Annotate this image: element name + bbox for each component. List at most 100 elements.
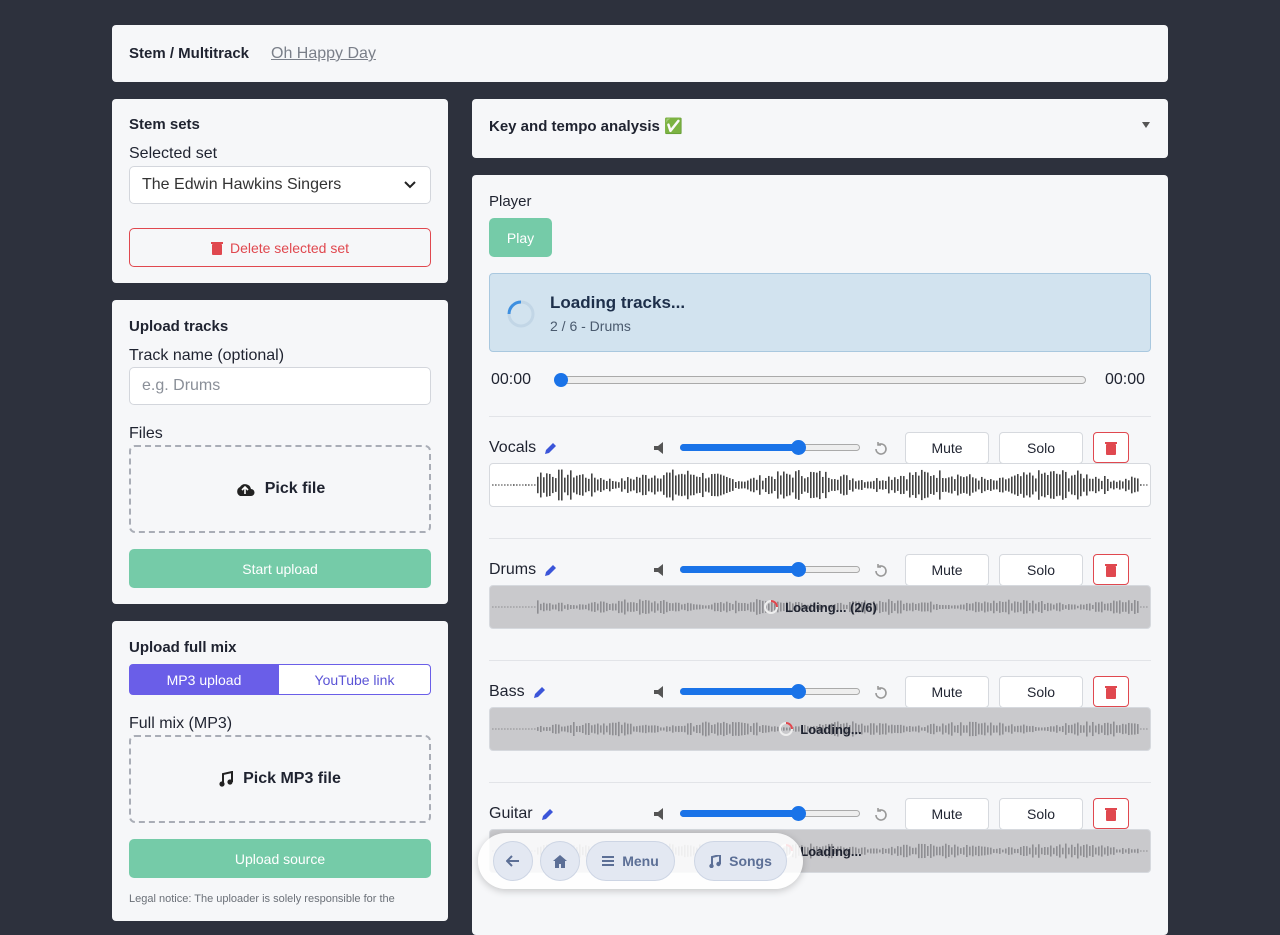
- wave-bar: [963, 847, 965, 855]
- solo-button[interactable]: Solo: [999, 798, 1083, 830]
- wave-bar: [618, 482, 620, 488]
- solo-button[interactable]: Solo: [999, 554, 1083, 586]
- seek-bar[interactable]: [556, 376, 1086, 384]
- wave-bar: [909, 725, 911, 733]
- reset-icon[interactable]: [873, 563, 889, 579]
- reset-icon[interactable]: [873, 441, 889, 457]
- volume-thumb[interactable]: [791, 562, 806, 577]
- wave-bar: [864, 600, 866, 614]
- wave-bar: [753, 477, 755, 493]
- tab-active[interactable]: MP3 upload: [129, 664, 279, 695]
- wave-bar: [987, 480, 989, 490]
- waveform[interactable]: Loading...: [489, 707, 1151, 751]
- edit-icon[interactable]: [544, 563, 558, 577]
- button-text: Solo: [1026, 440, 1056, 456]
- waveform[interactable]: Loading... (2/6): [489, 585, 1151, 629]
- mp3-drop[interactable]: Pick MP3 file: [129, 735, 431, 823]
- wave-bar: [567, 725, 569, 733]
- reset: [875, 808, 887, 821]
- reset-icon[interactable]: [873, 807, 889, 823]
- wave-bar: [717, 602, 719, 612]
- wave-bar: [690, 474, 692, 496]
- wave-bar: [807, 604, 809, 610]
- wave-bar: [981, 476, 983, 494]
- music-icon: [709, 854, 722, 868]
- menu-button[interactable]: Menu: [586, 841, 675, 881]
- label: Full mix (MP3): [129, 715, 233, 732]
- solo-button[interactable]: Solo: [999, 432, 1083, 464]
- set-select[interactable]: The Edwin Hawkins Singers: [129, 166, 431, 204]
- wave-bar: [825, 605, 827, 609]
- wave-bar: [552, 604, 554, 610]
- wave-bar: [957, 474, 959, 496]
- wave-bar: [546, 727, 548, 731]
- mute-button[interactable]: Mute: [905, 798, 989, 830]
- button-text: Delete selected set: [229, 239, 350, 256]
- wave-bar: [528, 484, 530, 486]
- delete-track-button[interactable]: [1093, 676, 1129, 707]
- back-button[interactable]: [493, 841, 533, 881]
- wave-bar: [1071, 844, 1073, 858]
- wave-bar: [849, 602, 851, 612]
- edit-icon[interactable]: [533, 685, 547, 699]
- start-upload-button[interactable]: Start upload: [129, 549, 431, 588]
- wave-bar: [999, 477, 1001, 493]
- edit-icon[interactable]: [544, 441, 558, 455]
- file-drop[interactable]: Pick file: [129, 445, 431, 533]
- volume-thumb[interactable]: [791, 806, 806, 821]
- wave-bar: [987, 725, 989, 733]
- wave-bar: [501, 728, 503, 730]
- wave-bar: [939, 604, 941, 610]
- wave-bar: [1008, 599, 1010, 615]
- reset: [875, 564, 887, 577]
- home-button[interactable]: [540, 841, 580, 881]
- wave-bar: [1095, 725, 1097, 733]
- waveform[interactable]: [489, 463, 1151, 507]
- wave-bar: [768, 475, 770, 495]
- track-name-input[interactable]: e.g. Drums: [129, 367, 431, 405]
- wave-bar: [867, 481, 869, 489]
- wave-bar: [1128, 848, 1130, 854]
- volume-thumb[interactable]: [791, 684, 806, 699]
- songs-button[interactable]: Songs: [694, 841, 787, 881]
- upload-tracks-card: Upload tracks Track name (optional) e.g.…: [112, 300, 448, 604]
- trash-icon: [1105, 685, 1117, 699]
- volume-thumb[interactable]: [791, 440, 806, 455]
- pencil: [534, 687, 545, 698]
- wave-bar: [708, 477, 710, 493]
- delete-track-button[interactable]: [1093, 798, 1129, 829]
- upload-source-button[interactable]: Upload source: [129, 839, 431, 878]
- wave-bar: [825, 471, 827, 499]
- wave-bar: [855, 601, 857, 613]
- mute-button[interactable]: Mute: [905, 432, 989, 464]
- mute-button[interactable]: Mute: [905, 554, 989, 586]
- delete-track-button[interactable]: [1093, 554, 1129, 585]
- analysis-card[interactable]: Key and tempo analysis ✅: [472, 99, 1168, 158]
- wave-bar: [981, 846, 983, 856]
- cloud-icon: [236, 484, 255, 496]
- wave-bar: [567, 474, 569, 496]
- wave-bar: [525, 484, 527, 486]
- tab[interactable]: YouTube link: [278, 664, 431, 695]
- wave-bar: [828, 843, 830, 859]
- wave-bar: [657, 603, 659, 611]
- wave-bar: [882, 602, 884, 612]
- edit-icon[interactable]: [541, 807, 555, 821]
- wave-bar: [606, 481, 608, 489]
- delete-set-button[interactable]: Delete selected set: [129, 228, 431, 267]
- delete-track-button[interactable]: [1093, 432, 1129, 463]
- wave-bar: [660, 478, 662, 492]
- label: Files: [129, 425, 163, 442]
- play-button[interactable]: Play: [489, 218, 552, 257]
- wave-bar: [915, 726, 917, 732]
- wave-bar: [1041, 473, 1043, 497]
- reset-icon[interactable]: [873, 685, 889, 701]
- solo-button[interactable]: Solo: [999, 676, 1083, 708]
- wave-bar: [1101, 845, 1103, 857]
- seek-thumb[interactable]: [554, 373, 568, 387]
- wave-bar: [1062, 470, 1064, 500]
- mute-button[interactable]: Mute: [905, 676, 989, 708]
- wave-bar: [735, 482, 737, 488]
- song-link[interactable]: Oh Happy Day: [271, 45, 376, 62]
- wave-bar: [570, 604, 572, 610]
